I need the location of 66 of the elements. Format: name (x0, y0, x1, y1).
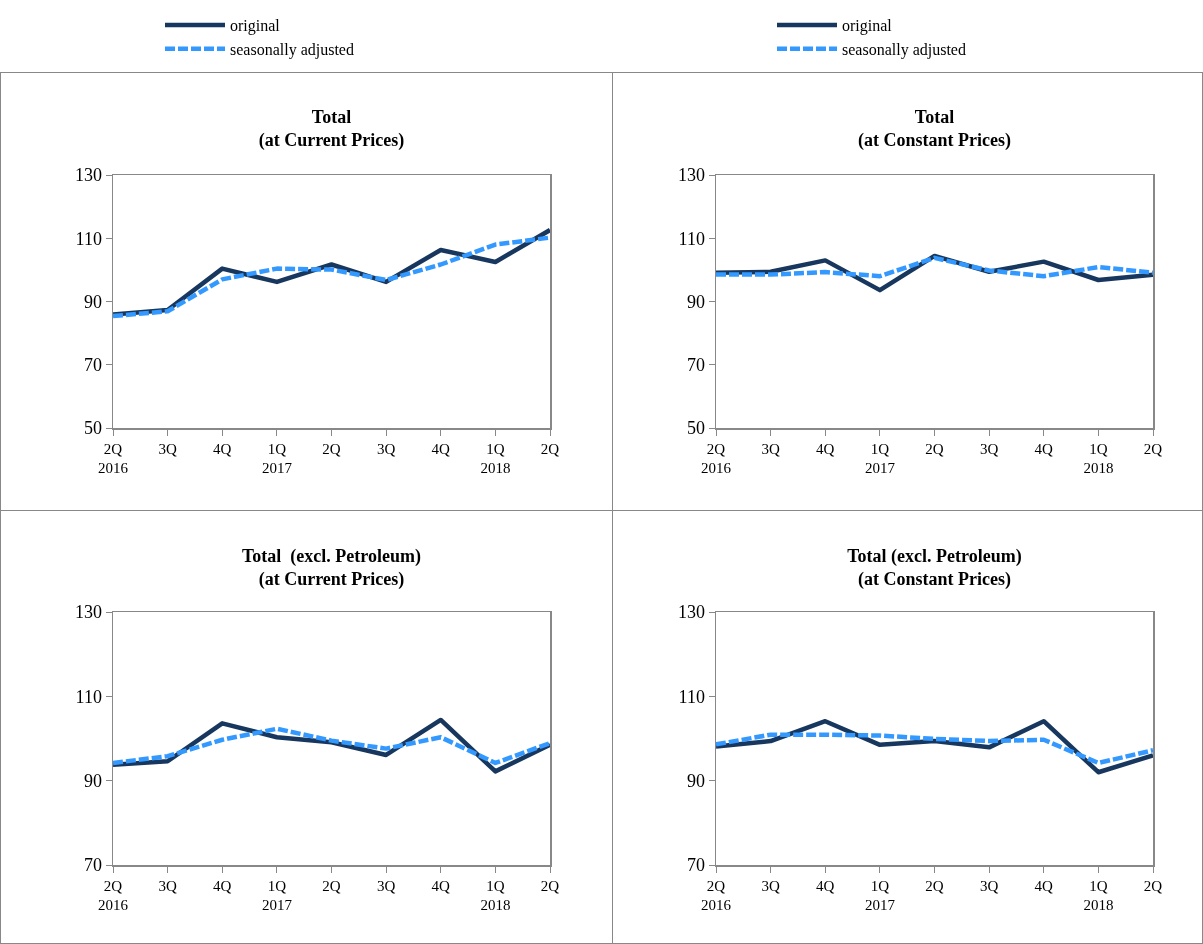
x-tick-label: 1Q 2017 (864, 440, 896, 476)
x-tick-label: 2Q (925, 440, 944, 457)
x-tick-label: 2Q (1143, 877, 1163, 894)
y-tick-label: 90 (686, 291, 705, 312)
x-tick-label: 4Q (213, 440, 232, 457)
x-tick-label: 4Q (1034, 877, 1054, 894)
x-tick-label: 2Q (322, 877, 341, 894)
legend-label: original (842, 17, 893, 36)
legend-label: seasonally adjusted (842, 40, 966, 59)
x-tick-label: 1Q 2018 (1083, 877, 1114, 913)
y-tick-label: 110 (678, 228, 705, 249)
x-tick-label: 3Q (979, 877, 999, 894)
line-series (716, 255, 1153, 279)
y-tick-label: 90 (83, 291, 102, 312)
x-tick-label: 1Q 2018 (1083, 440, 1114, 476)
x-tick-label: 2Q (925, 877, 944, 894)
x-tick-label: 3Q (376, 877, 396, 894)
x-tick-label: 3Q (376, 440, 396, 457)
y-tick-label: 110 (75, 228, 102, 249)
x-tick-label: 2Q (540, 440, 560, 457)
x-tick-label: 3Q (761, 440, 780, 457)
y-tick-label: 70 (686, 855, 705, 876)
x-tick-label: 4Q (816, 877, 835, 894)
x-tick-label: 2Q 2016 (701, 440, 732, 476)
x-tick-label: 3Q (158, 877, 177, 894)
x-tick-label: 3Q (979, 440, 999, 457)
x-tick-label: 2Q 2016 (98, 877, 129, 913)
y-tick-label: 130 (677, 602, 705, 623)
x-tick-label: 1Q 2017 (864, 877, 896, 913)
y-tick-label: 110 (75, 686, 102, 707)
y-tick-label: 110 (678, 686, 705, 707)
x-tick-label: 3Q (158, 440, 177, 457)
x-tick-label: 2Q (322, 440, 341, 457)
x-tick-label: 3Q (761, 877, 780, 894)
y-tick-label: 130 (74, 602, 102, 623)
y-tick-label: 70 (686, 355, 705, 376)
y-tick-label: 90 (686, 770, 705, 791)
legend-label: seasonally adjusted (230, 40, 354, 59)
x-tick-label: 2Q (1143, 440, 1163, 457)
x-tick-label: 2Q 2016 (98, 440, 129, 476)
x-tick-label: 4Q (1034, 440, 1054, 457)
x-tick-label: 1Q 2018 (480, 877, 511, 913)
y-tick-label: 50 (686, 418, 705, 439)
x-tick-label: 4Q (816, 440, 835, 457)
chart-title: Total (at Current Prices) (258, 107, 405, 152)
x-tick-label: 1Q 2017 (261, 440, 293, 476)
x-tick-label: 1Q 2017 (261, 877, 293, 913)
y-tick-label: 70 (83, 355, 102, 376)
line-series (716, 732, 1153, 766)
x-tick-label: 2Q 2016 (701, 877, 732, 913)
x-tick-label: 2Q (540, 877, 560, 894)
line-series (113, 726, 550, 766)
y-tick-label: 130 (677, 165, 705, 186)
x-tick-label: 4Q (431, 440, 451, 457)
legend-label: original (230, 17, 281, 36)
x-tick-label: 4Q (431, 877, 451, 894)
y-tick-label: 130 (74, 165, 102, 186)
y-tick-label: 50 (83, 418, 102, 439)
x-tick-label: 4Q (213, 877, 232, 894)
chart-title: Total (at Constant Prices) (858, 107, 1011, 152)
x-tick-label: 1Q 2018 (480, 440, 511, 476)
y-tick-label: 90 (83, 770, 102, 791)
y-tick-label: 70 (83, 855, 102, 876)
line-series (716, 718, 1153, 775)
chart-title: Total (excl. Petroleum) (at Constant Prices) (847, 546, 1022, 591)
chart-title: Total (excl. Petroleum) (at Current Prices) (242, 546, 421, 591)
